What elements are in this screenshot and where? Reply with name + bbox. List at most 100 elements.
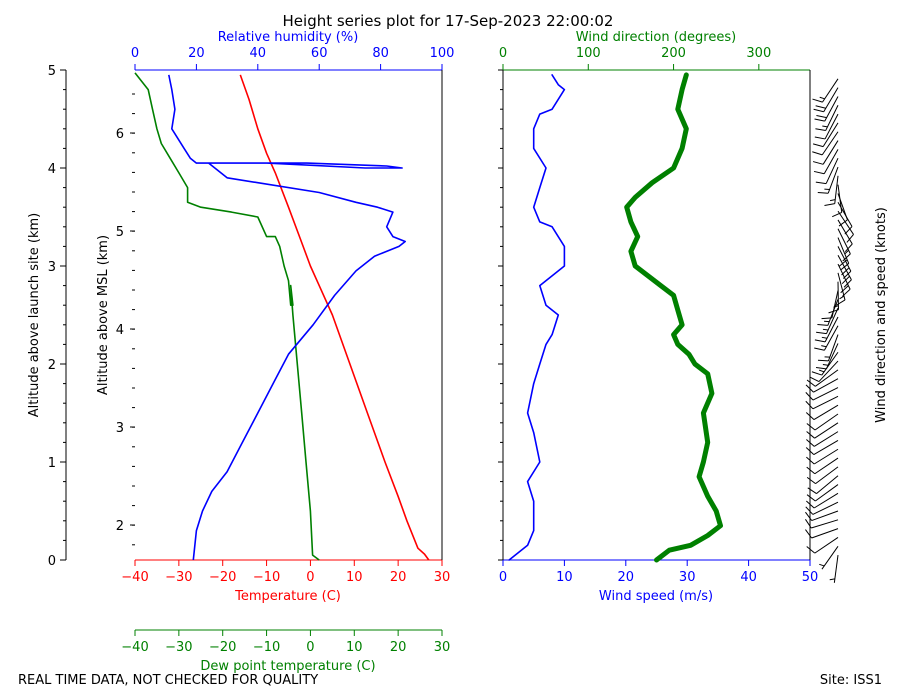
wind-speed-axis-label: Wind speed (m/s) [599, 589, 713, 604]
temperature-axis-label: Temperature (C) [234, 589, 341, 604]
wind-barb [806, 492, 839, 509]
msl-tick-label: 6 [116, 127, 124, 142]
wind-direction-tick-label: 200 [661, 46, 686, 61]
wind-speed-tick-label: 50 [802, 570, 819, 585]
temperature-tick-label: −30 [165, 570, 192, 585]
temperature-line [239, 74, 430, 561]
wind-barb [812, 140, 839, 165]
wind-barb [828, 281, 839, 314]
wind-barb [814, 96, 839, 122]
wind-barb [806, 537, 839, 554]
wind-barb [821, 290, 839, 320]
chart-title: Height series plot for 17-Sep-2023 22:00… [283, 12, 614, 30]
wind-barb [805, 404, 839, 421]
wind-barb [806, 457, 839, 475]
data-series [134, 72, 723, 563]
dewpoint-tick-label: 20 [390, 640, 407, 655]
dewpoint-tick-label: 30 [434, 640, 451, 655]
wind-barb [837, 254, 852, 288]
humidity-tick-label: 20 [188, 46, 205, 61]
wind-barb [806, 484, 839, 502]
wind-barb [837, 263, 851, 297]
altitude-tick-label: 5 [48, 64, 56, 79]
wind-speed-tick-label: 0 [499, 570, 507, 585]
wind-barb [815, 105, 839, 131]
temperature-tick-label: 10 [346, 570, 363, 585]
wind-barb [812, 78, 839, 103]
wind-barb [813, 87, 839, 113]
axis-ticks: 0 1 2 3 4 5 2 3 4 5 6 −40 −30 −20 −10 0 10 20 30 −40 −30 −20 −… [48, 46, 819, 655]
temperature-tick-label: 20 [390, 570, 407, 585]
wind-barb [806, 369, 839, 387]
altitude-axis-label: Altitude above launch site (km) [27, 213, 42, 417]
wind-barb [806, 422, 839, 439]
wind-barb [815, 157, 839, 185]
site-label: Site: ISS1 [819, 673, 882, 688]
wind-barb [837, 237, 850, 271]
dewpoint-tick-label: 0 [306, 640, 314, 655]
altitude-tick-label: 2 [48, 358, 56, 373]
temperature-tick-label: 0 [306, 570, 314, 585]
wind-barb [837, 228, 851, 262]
temperature-tick-label: −40 [121, 570, 148, 585]
dewpoint-axis-label: Dew point temperature (C) [200, 659, 375, 674]
wind-barbs [805, 78, 854, 583]
wind-barb [817, 166, 839, 194]
altitude-tick-label: 1 [48, 456, 56, 471]
wind-barb [813, 149, 839, 175]
dewpoint-tick-label: −10 [253, 640, 280, 655]
humidity-tick-label: 100 [430, 46, 455, 61]
msl-axis-label: Altitude above MSL (km) [96, 235, 111, 395]
dew-point-line [134, 72, 320, 561]
wind-barb [819, 545, 839, 570]
altitude-tick-label: 0 [48, 554, 56, 569]
wind-barb [805, 501, 839, 515]
temperature-tick-label: −10 [253, 570, 280, 585]
axis-labels: Altitude above launch site (km) Altitude … [27, 30, 889, 674]
wind-barb [811, 351, 839, 376]
humidity-tick-label: 80 [372, 46, 389, 61]
wind-barb [837, 210, 854, 243]
wind-barb [829, 555, 839, 583]
msl-tick-label: 3 [116, 421, 124, 436]
humidity-tick-label: 40 [250, 46, 267, 61]
wind-direction-tick-label: 100 [576, 46, 601, 61]
dewpoint-tick-label: −20 [209, 640, 236, 655]
dewpoint-tick-label: −30 [165, 640, 192, 655]
wind-barb-axis-label: Wind direction and speed (knots) [874, 207, 889, 423]
axes-frames [65, 69, 811, 631]
wind-barb [806, 413, 839, 431]
wind-barb [807, 475, 839, 495]
wind-barb [814, 113, 839, 140]
wind-barb [812, 122, 839, 148]
wind-barb [814, 316, 839, 343]
wind-barb [837, 219, 853, 253]
wind-barb [814, 325, 839, 351]
humidity-axis-label: Relative humidity (%) [218, 30, 359, 45]
wind-barb [837, 202, 853, 235]
temperature-tick-label: 30 [434, 570, 451, 585]
wind-barb [812, 131, 839, 156]
wind-barb [805, 510, 839, 522]
wind-barb [817, 334, 839, 362]
temperature-tick-label: −20 [209, 570, 236, 585]
wind-speed-tick-label: 20 [618, 570, 635, 585]
wind-speed-line [508, 74, 566, 561]
wind-barb [832, 184, 843, 218]
wind-barb [805, 528, 839, 539]
wind-speed-tick-label: 40 [740, 570, 757, 585]
dewpoint-tick-label: −40 [121, 640, 148, 655]
altitude-tick-label: 4 [48, 162, 56, 177]
wind-barb [824, 175, 839, 206]
wind-speed-tick-label: 10 [556, 570, 573, 585]
wind-speed-tick-label: 30 [679, 570, 696, 585]
wind-barb [805, 395, 839, 410]
wind-direction-line [624, 72, 723, 563]
humidity-tick-label: 0 [131, 46, 139, 61]
wind-barb [815, 343, 839, 370]
quality-disclaimer: REAL TIME DATA, NOT CHECKED FOR QUALITY [18, 673, 319, 688]
dewpoint-tick-label: 10 [346, 640, 363, 655]
relative-humidity-line [168, 74, 407, 561]
wind-barb [809, 360, 839, 383]
wind-direction-axis-label: Wind direction (degrees) [576, 30, 736, 45]
